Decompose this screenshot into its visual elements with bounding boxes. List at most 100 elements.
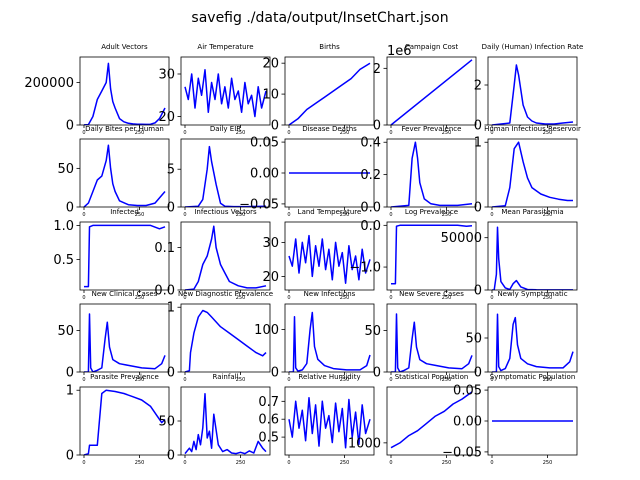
subplot-20-x-tick-label: 250 (543, 377, 553, 383)
subplot-13-x-tick-label: 250 (340, 295, 350, 301)
subplot-2-x-tick-label: 250 (236, 130, 246, 136)
subplot-19-y-tick-label: 0 (373, 366, 381, 381)
figure-suptitle: savefig ./data/output/InsetChart.json (191, 10, 448, 26)
subplot-14-series-line (391, 224, 473, 285)
subplot-2-y-tick-label: 20 (158, 110, 175, 125)
subplot-19-x-tick-label: 0 (389, 377, 392, 383)
subplot-5-x-tick-label: 250 (543, 130, 553, 136)
subplot-23-series-line (288, 396, 371, 449)
subplot-16-title: New Clinical Cases (92, 290, 158, 298)
subplot-21-y-tick-label: 0 (66, 449, 74, 464)
subplot-11-title: Infected (110, 208, 139, 216)
subplot-9-y-tick-label: 0.0 (360, 201, 381, 216)
subplot-25-title: Symptomatic Population (490, 373, 576, 381)
subplot-10-y-tick-label: 0 (474, 201, 482, 216)
subplot-25-y-tick-label: 0.05 (453, 384, 482, 399)
subplot-5-title: Daily (Human) Infection Rate (482, 43, 584, 51)
subplot-6-title: Daily Bites per Human (85, 125, 164, 133)
subplot-4-y-tick-label: 0 (373, 119, 381, 134)
subplot-3-y-tick-label: 20 (262, 57, 279, 72)
subplot-24-series-line (390, 391, 473, 449)
subplot-23-title: Relative Humidity (298, 373, 360, 381)
subplot-11-axes-frame (79, 221, 170, 291)
subplot-8-x-tick-label: 0 (287, 212, 290, 218)
subplot-23-y-tick-label: 0.5 (258, 431, 279, 446)
subplot-2-title: Air Temperature (197, 43, 253, 51)
subplot-5-series-line (491, 64, 574, 125)
subplot-25-y-tick-label: 0.00 (453, 415, 482, 430)
subplot-15-x-tick-label: 250 (543, 295, 553, 301)
subplot-11-series-line (84, 224, 166, 288)
subplot-10-x-tick-label: 250 (543, 212, 553, 218)
subplot-1-title: Adult Vectors (101, 43, 148, 51)
subplot-12-x-tick-label: 250 (236, 295, 246, 301)
subplot-19: New Severe Cases 0 250 0 50 (364, 290, 477, 383)
subplot-10-title: Human Infectious Reservoir (484, 125, 581, 133)
subplot-5: Daily (Human) Infection Rate 0 250 0 2 (474, 43, 584, 136)
subplot-3-series-line (288, 62, 371, 125)
subplot-2-series-line (184, 69, 267, 118)
subplot-12: Infectious Vectors 0 250 0.0 0.1 (154, 208, 271, 301)
subplot-18-series-line (289, 311, 371, 372)
subplot-23-axes-frame (284, 386, 375, 456)
subplot-18-y-tick-label: 0 (271, 366, 279, 381)
subplot-4-series-line (390, 59, 473, 125)
subplot-19-title: New Severe Cases (399, 290, 464, 298)
subplot-20-title: Newly Symptomatic (497, 290, 567, 298)
subplot-3-x-tick-label: 250 (340, 130, 350, 136)
subplot-21-x-tick-label: 0 (82, 460, 85, 466)
subplot-14-x-tick-label: 0 (389, 295, 392, 301)
subplot-1-series-line (83, 62, 166, 125)
subplot-22-x-tick-label: 250 (236, 460, 246, 466)
subplot-11: Infected 0 250 0.5 1.0 (53, 208, 170, 301)
subplot-6-y-tick-label: 0 (66, 201, 74, 216)
subplot-9-title: Fever Prevalence (402, 125, 462, 133)
subplot-3-x-tick-label: 0 (287, 130, 290, 136)
subplot-15: Mean Parasitemia 0 250 0 50000 (441, 208, 578, 301)
subplot-17-y-tick-label: 0 (167, 366, 175, 381)
subplot-12-y-tick-label: 0.0 (154, 284, 175, 299)
subplot-2-x-tick-label: 0 (183, 130, 186, 136)
subplot-5-y-tick-label: 2 (474, 79, 482, 94)
subplot-17-title: New Diagnostic Prevalence (178, 290, 273, 298)
subplot-13-axes-frame (284, 221, 375, 291)
subplot-3-axes-frame (284, 56, 375, 126)
subplot-22-series-line (184, 393, 267, 455)
subplot-9-y-tick-label: 0.4 (360, 136, 381, 151)
subplot-22: Rainfall 0 250 0 50 (158, 373, 271, 466)
subplot-9-y-tick-label: 0.2 (360, 168, 381, 183)
subplot-20-x-tick-label: 0 (490, 377, 493, 383)
subplot-9-x-tick-label: 0 (389, 212, 392, 218)
subplot-2: Air Temperature 0 250 20 30 (158, 43, 271, 136)
subplot-15-x-tick-label: 0 (490, 295, 493, 301)
subplot-18-axes-frame (284, 303, 375, 373)
subplot-11-y-tick-label: 0.5 (53, 253, 74, 268)
subplot-25-x-tick-label: 0 (490, 460, 493, 466)
subplot-4-x-tick-label: 250 (442, 130, 452, 136)
subplot-6-x-tick-label: 250 (135, 212, 145, 218)
subplot-15-y-tick-label: 0 (474, 284, 482, 299)
subplot-24-y-tick-label: 1000 (348, 436, 381, 451)
subplot-4-title: Campaign Cost (405, 43, 459, 51)
subplot-24-title: Statistical Population (395, 373, 469, 381)
subplot-20-y-tick-label: 0 (474, 366, 482, 381)
subplot-16-x-tick-label: 0 (82, 377, 85, 383)
subplot-7-title: Daily EIR (210, 125, 241, 133)
subplot-7-y-tick-label: 0 (167, 201, 175, 216)
subplot-4-x-tick-label: 0 (389, 130, 392, 136)
subplot-21-x-tick-label: 250 (135, 460, 145, 466)
subplot-17-x-tick-label: 250 (236, 377, 246, 383)
subplot-4-y-tick-label: 2 (373, 62, 381, 77)
subplot-14-title: Log Prevalence (405, 208, 458, 216)
subplot-9: Fever Prevalence 0 250 0.0 0.2 0.4 (360, 125, 477, 218)
subplot-14-axes-frame (386, 221, 477, 291)
subplot-23-y-tick-label: 0.7 (258, 395, 279, 410)
subplot-18-x-tick-label: 0 (287, 377, 290, 383)
subplot-10-series-line (491, 141, 573, 207)
subplot-17-x-tick-label: 0 (183, 377, 186, 383)
subplot-4-offset-text: 1e6 (387, 44, 412, 59)
